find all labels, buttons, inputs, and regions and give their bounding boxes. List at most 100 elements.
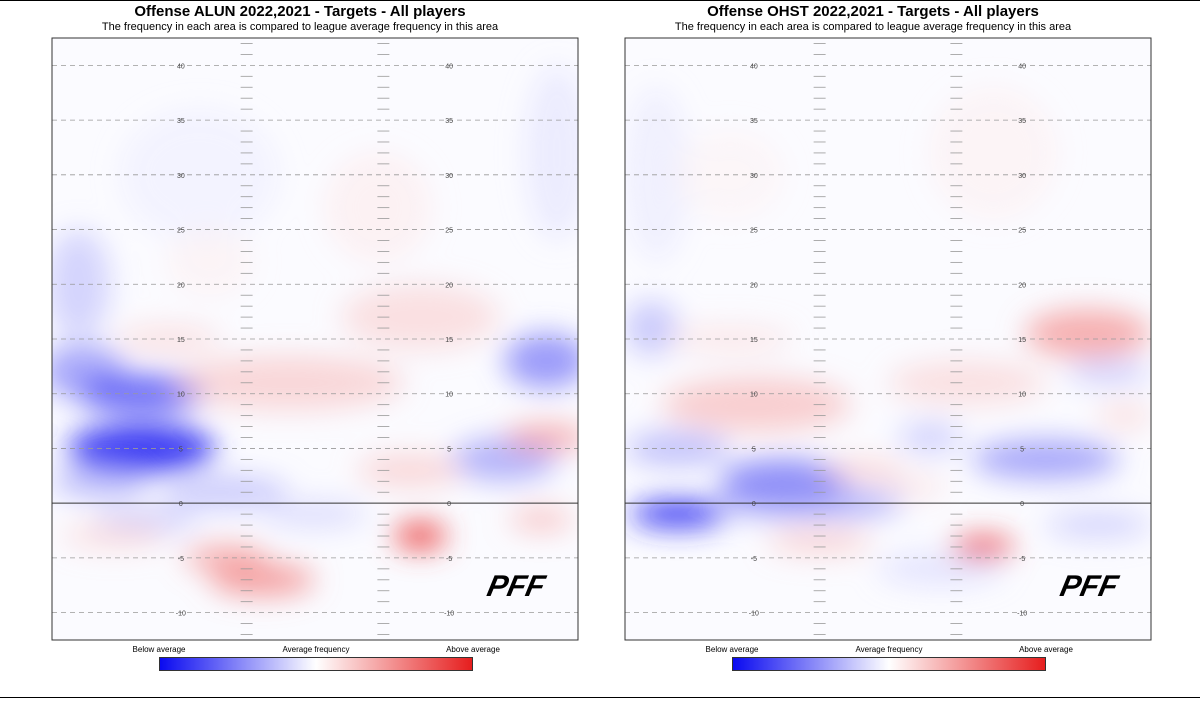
heatmap-cell-9: [1045, 511, 1151, 539]
heatmap-cell-5: [504, 333, 578, 389]
y-tick-label-left-40: 40: [177, 63, 185, 70]
heatmap-svg: 40 40 35 35 30 30 25 25 20 20 15 15 10 10 5 5 0 0 -5 -5 -10 -…: [51, 37, 579, 641]
y-tick-label-right--10: -10: [1017, 611, 1027, 618]
y-tick-label-right-20: 20: [445, 282, 453, 289]
heatmap-cell-17: [667, 325, 794, 353]
color-legend-bar: [159, 657, 473, 671]
color-legend-bar: [732, 657, 1046, 671]
heatmap-cell-15: [62, 522, 168, 550]
hash-marks: [813, 43, 963, 635]
y-tick-label-left-15: 15: [177, 337, 185, 344]
heatmap-cell-7: [162, 475, 289, 509]
y-tick-label-left-35: 35: [177, 118, 185, 125]
y-tick-label-left-0: 0: [752, 501, 756, 508]
y-tick-label-left-20: 20: [750, 282, 758, 289]
pff-logo: PFF: [1057, 573, 1122, 599]
y-tick-label-right-40: 40: [445, 63, 453, 70]
pff-logo-text: PFF: [1057, 573, 1122, 599]
y-tick-label-left-0: 0: [179, 501, 183, 508]
heatmap-cell-21: [677, 131, 783, 219]
y-tick-label-right-35: 35: [445, 118, 453, 125]
heatmap-cell-8: [877, 552, 1004, 586]
heatmap-svg: 40 40 35 35 30 30 25 25 20 20 15 15 10 10 5 5 0 0 -5 -5 -10 -…: [624, 37, 1152, 641]
legend-high-label: Above average: [446, 645, 500, 654]
heatmap-cell-9: [262, 500, 368, 528]
pff-logo-text: PFF: [484, 573, 549, 599]
heatmap-cell-7: [898, 421, 962, 454]
pff-logo: PFF: [484, 573, 549, 599]
y-tick-label-right-25: 25: [445, 228, 453, 235]
legend-low-label: Below average: [132, 645, 186, 654]
y-tick-label-right-30: 30: [445, 173, 453, 180]
heatmap-cell-2: [67, 424, 216, 473]
heatmap-cell-20: [357, 453, 463, 487]
chart-title: Offense OHST 2022,2021 - Targets - All p…: [707, 3, 1039, 20]
y-tick-label-right-0: 0: [447, 501, 451, 508]
y-tick-label-left-30: 30: [750, 173, 758, 180]
heatmap-plot: 40 40 35 35 30 30 25 25 20 20 15 15 10 10 5 5 0 0 -5 -5 -10 -…: [51, 37, 579, 641]
legend-mid-label: Average frequency: [855, 645, 923, 654]
heatmap-plot: 40 40 35 35 30 30 25 25 20 20 15 15 10 10 5 5 0 0 -5 -5 -10 -…: [624, 37, 1152, 641]
heatmap-cell-23: [167, 229, 252, 296]
y-tick-label-left-40: 40: [750, 63, 758, 70]
legend-low-label: Below average: [705, 645, 759, 654]
legend-high-label: Above average: [1019, 645, 1073, 654]
heatmap-cell-1: [78, 374, 205, 414]
y-tick-label-right-5: 5: [1020, 446, 1024, 453]
chart-subtitle: The frequency in each area is compared t…: [101, 21, 499, 33]
legend-mid-label: Average frequency: [282, 645, 350, 654]
y-tick-label-right--5: -5: [446, 556, 452, 563]
chart-title: Offense ALUN 2022,2021 - Targets - All p…: [134, 3, 466, 20]
heatmap-cell-17: [509, 508, 573, 531]
heatmap-cell-18: [1098, 402, 1151, 429]
y-tick-label-right-15: 15: [1018, 337, 1026, 344]
heatmap-cell-14: [767, 528, 873, 555]
y-tick-label-left-10: 10: [750, 392, 758, 399]
y-tick-label-left-5: 5: [752, 446, 756, 453]
y-tick-label-right-10: 10: [445, 392, 453, 399]
heatmap-cell-0: [630, 500, 725, 528]
top-border: [0, 0, 1200, 1]
y-tick-label-right-25: 25: [1018, 228, 1026, 235]
y-tick-label-left-10: 10: [177, 392, 185, 399]
y-tick-label-right--10: -10: [444, 611, 454, 618]
y-tick-label-right-10: 10: [1018, 392, 1026, 399]
bottom-border: [0, 697, 1200, 698]
heatmap-cell-13: [209, 563, 315, 597]
y-tick-label-right-20: 20: [1018, 282, 1026, 289]
heatmap-cell-15: [819, 459, 904, 482]
y-tick-label-left--10: -10: [749, 611, 759, 618]
y-tick-label-right-15: 15: [445, 337, 453, 344]
y-tick-label-right-5: 5: [447, 446, 451, 453]
heatmap-cell-20: [930, 87, 1057, 219]
heatmap-cell-19: [882, 475, 946, 498]
y-tick-label-right-0: 0: [1020, 501, 1024, 508]
plot-frame: [51, 37, 579, 641]
heatmap-cell-12: [1024, 309, 1151, 358]
heatmap-cell-6: [1066, 358, 1151, 385]
heatmap-cell-4: [625, 300, 678, 356]
y-tick-label-right--5: -5: [1019, 556, 1025, 563]
chart-subtitle: The frequency in each area is compared t…: [674, 21, 1072, 33]
hash-marks: [240, 43, 390, 635]
heatmap-cell-19: [341, 284, 500, 350]
y-tick-label-left-35: 35: [750, 118, 758, 125]
y-tick-label-right-35: 35: [1018, 118, 1026, 125]
y-tick-label-left-25: 25: [750, 228, 758, 235]
y-tick-label-left-15: 15: [750, 337, 758, 344]
heatmap-cell-21: [115, 325, 221, 353]
chart-panel-ohst: Offense OHST 2022,2021 - Targets - All p…: [573, 0, 1173, 702]
y-tick-label-right-40: 40: [1018, 63, 1026, 70]
heatmap-cell-12: [393, 521, 447, 551]
heatmap-cell-11: [951, 537, 1015, 557]
y-tick-label-left--5: -5: [751, 556, 757, 563]
y-tick-label-left--5: -5: [178, 556, 184, 563]
heatmap-cell-16: [504, 424, 578, 451]
heatmap-cell-5: [625, 432, 731, 465]
y-tick-label-left-30: 30: [177, 173, 185, 180]
plot-frame: [624, 37, 1152, 641]
heatmap-cell-3: [52, 464, 147, 498]
y-tick-label-left-20: 20: [177, 282, 185, 289]
heatmap-cell-13: [661, 377, 852, 433]
y-tick-label-left-25: 25: [177, 228, 185, 235]
